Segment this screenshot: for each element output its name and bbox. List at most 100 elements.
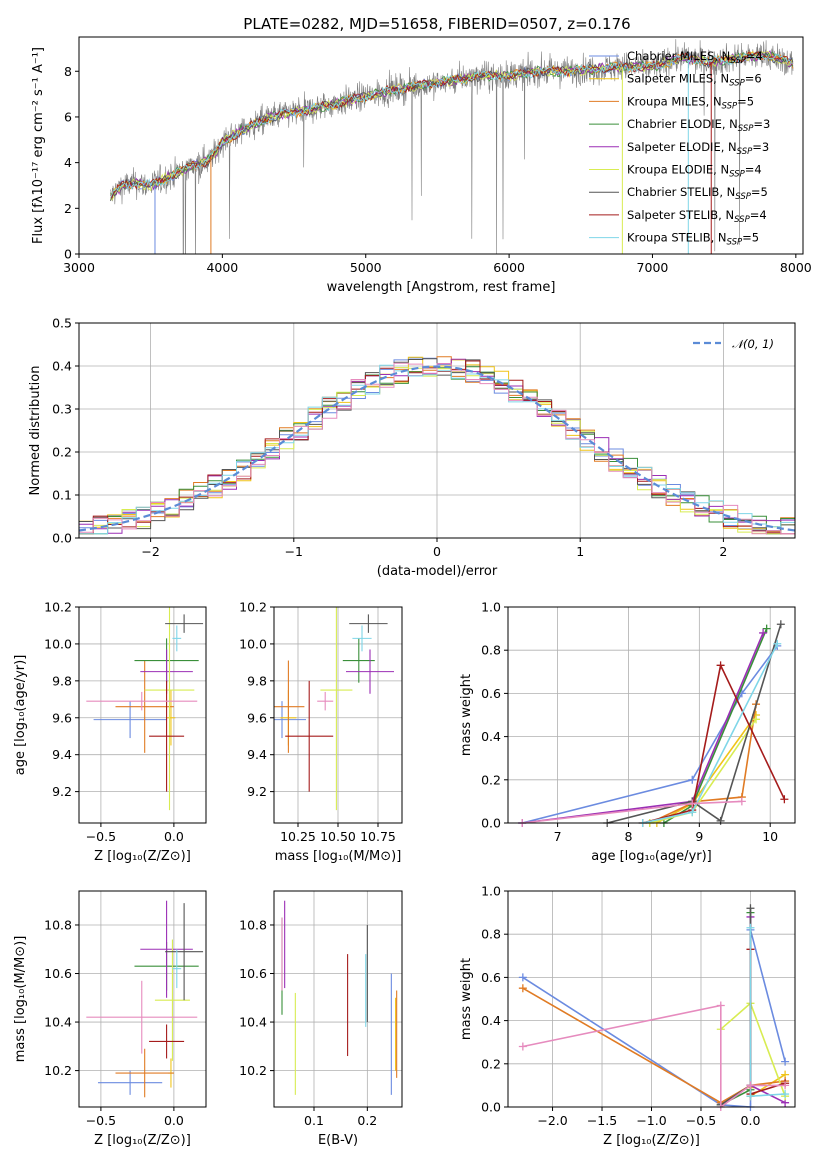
x-tick-label: 9	[695, 829, 703, 844]
x-tick-label: 10.75	[360, 829, 396, 844]
mass-weight-marker	[518, 984, 527, 993]
y-tick-label: 0.8	[481, 927, 501, 942]
mass-weight-marker	[762, 624, 771, 633]
mass-weight-marker	[781, 1090, 790, 1099]
y-axis-label: Normed distribution	[28, 366, 43, 496]
y-tick-label: 1.0	[481, 884, 501, 899]
x-tick-label: 0.0	[164, 829, 184, 844]
mass-weight-marker	[781, 1057, 790, 1066]
mass-weight-marker	[518, 973, 527, 982]
axes-frame	[273, 606, 403, 824]
y-tick-label: 0.0	[481, 1100, 501, 1115]
y-tick-label: 2	[64, 201, 72, 216]
mass-weight-line	[522, 987, 786, 1104]
x-tick-label: 1	[576, 544, 584, 559]
x-tick-label: 5000	[350, 260, 382, 275]
x-tick-label: −1.5	[587, 1113, 617, 1128]
x-tick-label: −1.0	[636, 1113, 666, 1128]
y-axis-label: Flux [fλ10⁻¹⁷ erg cm⁻² s⁻¹ A⁻¹]	[31, 47, 46, 244]
axes-frame	[78, 322, 796, 539]
plots-layer: 3000 4000 5000 6000 7000 8000 0 2 4 6 8 Chabrier MI…	[13, 36, 812, 1148]
y-tick-label: 0.1	[52, 488, 72, 503]
axes-frame	[78, 890, 207, 1108]
x-tick-label: 0.2	[357, 1113, 377, 1128]
y-tick-label: 9.2	[247, 784, 267, 799]
y-tick-label: 0.5	[52, 316, 72, 331]
y-tick-label: 10.6	[44, 966, 72, 981]
y-tick-label: 10.6	[239, 966, 267, 981]
x-tick-label: 6000	[493, 260, 525, 275]
y-tick-label: 8	[64, 64, 72, 79]
x-axis-label: age [log₁₀(age/yr)]	[591, 849, 712, 864]
x-tick-label: 0.0	[741, 1113, 761, 1128]
axes-frame	[273, 890, 403, 1108]
y-tick-label: 0.0	[52, 531, 72, 546]
x-tick-label: 10.25	[280, 829, 316, 844]
x-tick-label: 10	[762, 829, 778, 844]
x-tick-label: 3000	[63, 260, 95, 275]
mass-weight-marker	[746, 923, 755, 932]
model-spectrum-line	[110, 52, 794, 198]
axes-6: 0.1 0.2 10.2 10.4 10.6 10.8 E(B-V)	[239, 890, 403, 1148]
y-axis-label: mass weight	[459, 674, 474, 756]
mass-weight-marker	[688, 808, 697, 817]
y-tick-label: 0.4	[481, 1013, 501, 1028]
mass-weight-line	[607, 624, 782, 823]
x-tick-label: −2	[141, 544, 159, 559]
y-tick-label: 1.0	[481, 600, 501, 615]
y-tick-label: 0.4	[52, 359, 72, 374]
axes-frame	[507, 890, 796, 1108]
x-tick-label: 4000	[206, 260, 238, 275]
legend-entry: Chabrier MILES, NSSP=4	[627, 49, 763, 66]
x-tick-label: 0.1	[304, 1113, 324, 1128]
y-tick-label: 10.8	[239, 917, 267, 932]
x-tick-label: 8	[624, 829, 632, 844]
axes-5: −0.5 0.0 10.2 10.4 10.6 10.8 Z [log₁₀(Z/Z⊙)] ma…	[13, 890, 207, 1148]
x-axis-label: wavelength [Angstrom, rest frame]	[327, 280, 556, 295]
y-tick-label: 9.4	[247, 747, 267, 762]
legend-entry: Kroupa MILES, NSSP=5	[627, 94, 754, 111]
y-tick-label: 0.0	[481, 816, 501, 831]
x-axis-label: E(B-V)	[318, 1133, 358, 1148]
figure-title: PLATE=0282, MJD=51658, FIBERID=0507, z=0…	[243, 15, 630, 33]
mass-weight-marker	[781, 1081, 790, 1090]
x-axis-label: Z [log₁₀(Z/Z⊙)]	[94, 849, 191, 864]
x-tick-label: 8000	[780, 260, 812, 275]
mass-weight-marker	[776, 620, 785, 629]
y-tick-label: 0.8	[481, 643, 501, 658]
y-tick-label: 0.3	[52, 402, 72, 417]
mass-weight-marker	[746, 1092, 755, 1101]
axes-2: −0.5 0.0 9.2 9.4 9.6 9.8 10.0 10.2 Z [log₁₀(Z/Z⊙…	[13, 600, 207, 864]
mass-weight-marker	[716, 1001, 725, 1010]
x-tick-label: 7000	[637, 260, 669, 275]
axes-3: 10.25 10.50 10.75 9.2 9.4 9.6 9.8 10.0 10.2 mass …	[239, 600, 403, 864]
mass-weight-line	[642, 662, 786, 823]
y-tick-label: 10.2	[44, 1063, 72, 1078]
axes-0: 3000 4000 5000 6000 7000 8000 0 2 4 6 8 Chabrier MI…	[31, 36, 812, 295]
x-tick-label: 7	[554, 829, 562, 844]
x-axis-label: Z [log₁₀(Z/Z⊙)]	[603, 1133, 700, 1148]
mass-weight-marker	[688, 775, 697, 784]
y-tick-label: 6	[64, 109, 72, 124]
legend-entry: Kroupa ELODIE, NSSP=4	[627, 163, 762, 180]
mass-weight-line	[649, 704, 757, 823]
y-tick-label: 10.4	[239, 1015, 267, 1030]
mass-weight-marker	[737, 797, 746, 806]
y-tick-label: 9.8	[247, 673, 267, 688]
y-tick-label: 9.2	[52, 784, 72, 799]
legend-entry: Chabrier ELODIE, NSSP=3	[627, 117, 770, 134]
x-tick-label: 0	[433, 544, 441, 559]
mass-weight-marker	[752, 715, 761, 724]
y-tick-label: 0.6	[481, 970, 501, 985]
legend-entry: Salpeter STELIB, NSSP=4	[627, 208, 767, 225]
mass-weight-marker	[759, 628, 768, 637]
x-axis-label: mass [log₁₀(M/M⊙)]	[275, 849, 402, 864]
axes-frame	[78, 36, 804, 255]
mass-weight-marker	[716, 661, 725, 670]
y-tick-label: 10.0	[44, 636, 72, 651]
legend-entry: Chabrier STELIB, NSSP=5	[627, 185, 768, 202]
y-axis-label: mass [log₁₀(M/M⊙)]	[13, 936, 28, 1063]
x-tick-label: 2	[719, 544, 727, 559]
mass-weight-marker	[716, 816, 725, 825]
